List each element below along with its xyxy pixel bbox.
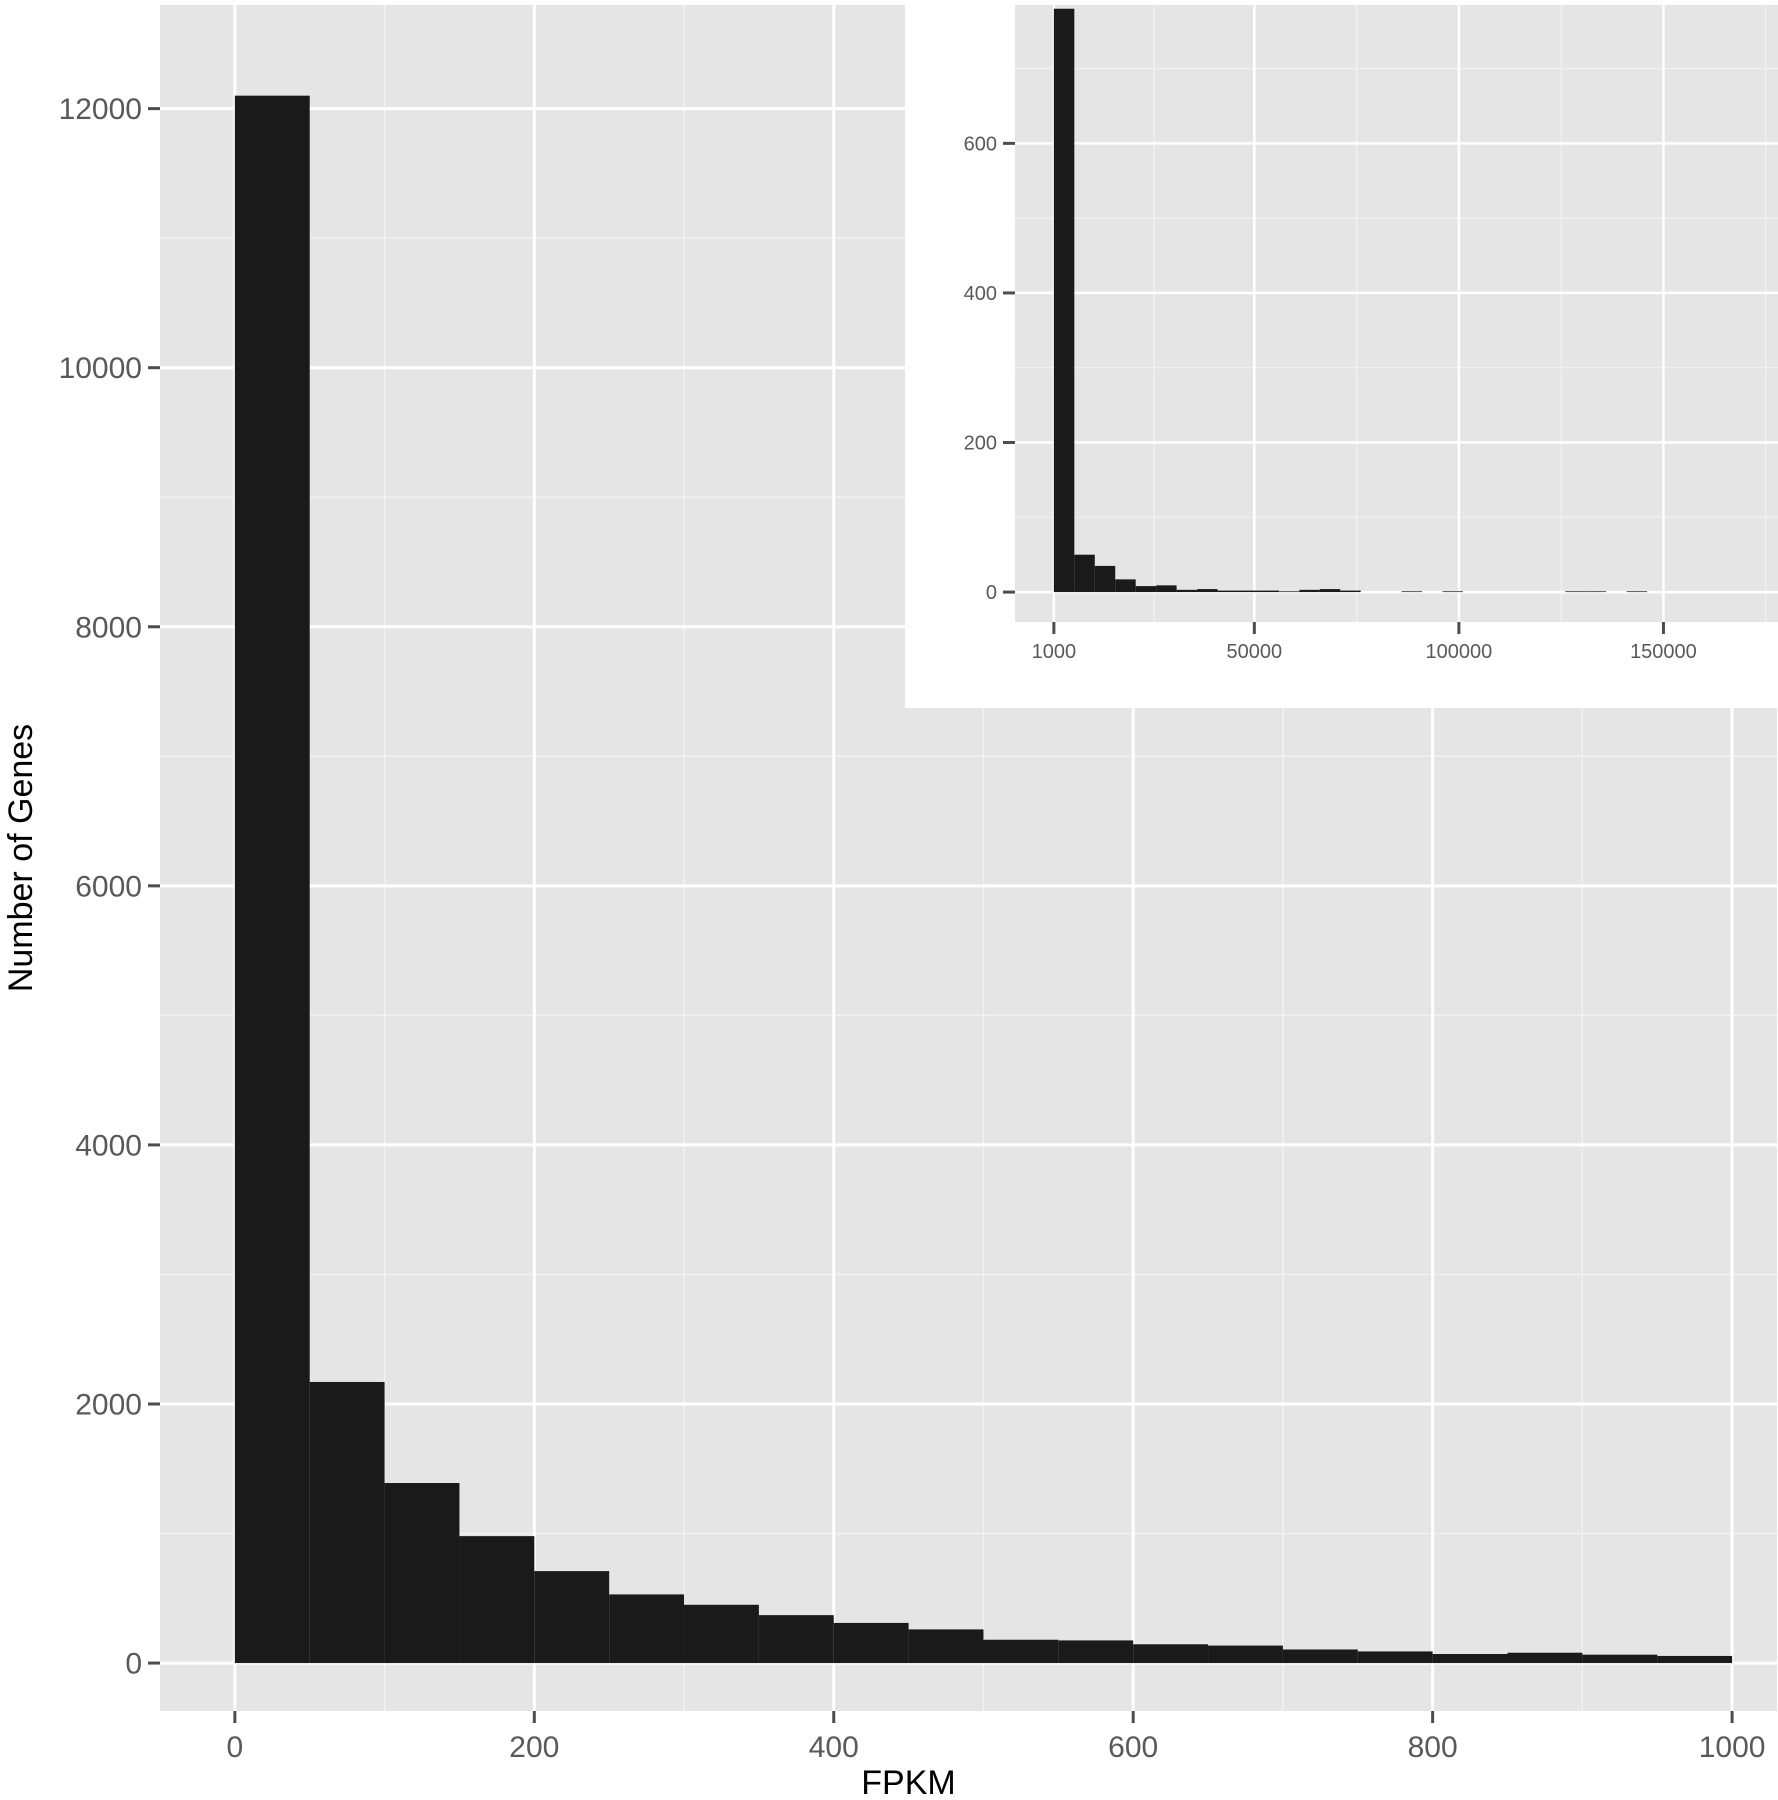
histogram-bar (1074, 554, 1095, 593)
histogram-bar (684, 1604, 759, 1664)
histogram-bar (1432, 1654, 1508, 1664)
inset-x-axis: 1000 50000 100000 150000 (1032, 622, 1697, 663)
histogram-bar (1582, 1654, 1658, 1664)
inset-bars (1053, 8, 1648, 593)
histogram-bar (1299, 589, 1320, 593)
x-tick-label: 400 (809, 1731, 859, 1764)
histogram-bar (1507, 1652, 1583, 1664)
x-tick-label: 50000 (1227, 641, 1283, 663)
inset-y-axis: 0 200 400 600 (964, 133, 1015, 604)
histogram-bar (1357, 1651, 1433, 1664)
x-tick-label: 1000 (1032, 641, 1077, 663)
x-tick-label: 200 (509, 1731, 559, 1764)
histogram-bar (1115, 579, 1136, 593)
y-tick-label: 6000 (75, 870, 142, 903)
histogram-bar (758, 1615, 834, 1664)
histogram-bar (1657, 1655, 1733, 1664)
y-tick-label: 0 (986, 582, 997, 604)
x-tick-label: 1000 (1699, 1731, 1766, 1764)
y-tick-label: 200 (964, 433, 997, 455)
histogram-bar (1208, 1645, 1283, 1664)
y-tick-label: 600 (964, 133, 997, 155)
x-tick-label: 800 (1408, 1731, 1458, 1764)
histogram-bar (1282, 1649, 1358, 1664)
y-tick-label: 0 (125, 1648, 142, 1681)
histogram-bar (534, 1571, 610, 1664)
histogram-bar (833, 1622, 909, 1664)
histogram-bar (1058, 1640, 1134, 1664)
histogram-bar (1258, 590, 1279, 593)
histogram-bar (384, 1483, 460, 1664)
histogram-bar (609, 1594, 685, 1664)
y-tick-label: 400 (964, 283, 997, 305)
histogram-bar (309, 1381, 385, 1664)
histogram-bar (1176, 589, 1198, 593)
x-tick-label: 600 (1108, 1731, 1158, 1764)
histogram-bar (1442, 591, 1463, 593)
x-axis-title: FPKM (861, 1764, 955, 1800)
histogram-bar (1094, 565, 1116, 593)
histogram-bar (1626, 591, 1648, 593)
histogram-bar (1237, 590, 1259, 593)
histogram-bar (1565, 591, 1586, 593)
histogram-bar (1133, 1644, 1209, 1664)
histogram-bar (983, 1639, 1059, 1664)
y-tick-label: 12000 (59, 93, 142, 126)
main-bars (234, 95, 1733, 1664)
histogram-bar (1135, 586, 1157, 593)
histogram-bar (1401, 591, 1423, 593)
histogram-bar (1156, 585, 1177, 593)
y-tick-label: 8000 (75, 611, 142, 644)
histogram-bar (1585, 591, 1607, 593)
x-tick-label: 0 (227, 1731, 244, 1764)
main-x-axis: 0 200 400 600 800 1000 (227, 1711, 1766, 1764)
y-tick-label: 10000 (59, 352, 142, 385)
main-y-axis: 0 2000 4000 6000 8000 10000 12000 (59, 93, 160, 1681)
histogram-bar (459, 1536, 535, 1664)
y-tick-label: 4000 (75, 1129, 142, 1162)
x-tick-label: 150000 (1630, 641, 1697, 663)
histogram-bar (1217, 590, 1238, 593)
histogram-bar (1053, 8, 1075, 593)
inset-histogram-panel: 0 200 400 600 1000 50000 100000 150000 (905, 0, 1778, 708)
histogram-bar (1340, 590, 1361, 593)
y-axis-title: Number of Genes (2, 724, 40, 992)
y-tick-label: 2000 (75, 1388, 142, 1421)
inset-plot-background (1015, 5, 1778, 622)
x-tick-label: 100000 (1426, 641, 1493, 663)
histogram-bar (234, 95, 310, 1664)
histogram-bar (1278, 591, 1300, 593)
histogram-bar (1197, 589, 1218, 593)
histogram-bar (908, 1629, 984, 1664)
histogram-bar (1319, 589, 1341, 593)
